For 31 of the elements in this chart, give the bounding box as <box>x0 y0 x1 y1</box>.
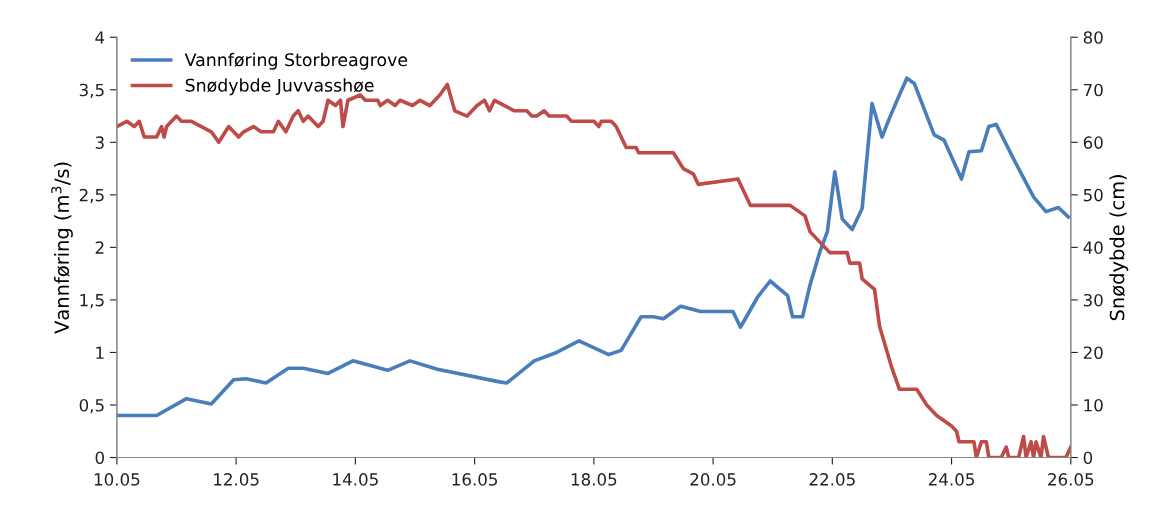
x-tick-label: 14.05 <box>333 473 378 486</box>
y-tick-label: 3 <box>95 136 104 149</box>
y2-tick-label: 70 <box>1083 83 1103 97</box>
y-tick-label: 2,5 <box>79 188 104 204</box>
x-tick-label: 18.05 <box>571 473 617 486</box>
legend-label: Vannføring Storbreagrove <box>184 52 408 70</box>
x-tick-label: 22.05 <box>809 473 855 486</box>
y-tick-label: 1 <box>96 346 104 359</box>
legend-label: Snødybde Juvvasshøe <box>185 78 374 96</box>
y2-tick-label: 50 <box>1083 188 1103 202</box>
y-tick-label: 3,5 <box>79 83 104 99</box>
x-tick-label: 20.05 <box>690 473 736 486</box>
x-tick-label: 24.05 <box>928 473 974 486</box>
x-tick-label: 10.05 <box>94 473 140 486</box>
x-tick-label: 26.05 <box>1048 473 1094 486</box>
x-tick-label: 12.05 <box>214 473 259 486</box>
y-tick-label: 0,5 <box>79 398 104 414</box>
y2-tick-label: 0 <box>1083 451 1093 465</box>
y2-tick-label: 10 <box>1084 398 1103 412</box>
y2-tick-label: 80 <box>1083 31 1103 44</box>
x-tick-label: 16.05 <box>452 473 498 486</box>
y2-tick-label: 20 <box>1083 346 1103 360</box>
y2-tick-label: 40 <box>1083 241 1103 254</box>
y-axis-title: Vannføring (m$^{3}$/s) <box>51 162 73 334</box>
y-tick-label: 1,5 <box>80 294 104 309</box>
y2-tick-label: 60 <box>1083 136 1103 149</box>
y-tick-label: 4 <box>95 31 105 44</box>
y2-tick-label: 30 <box>1083 293 1103 307</box>
y-tick-label: 2 <box>95 241 104 254</box>
y2-axis-title: Snødybde (cm) <box>1109 175 1129 321</box>
y-tick-label: 0 <box>95 451 104 465</box>
